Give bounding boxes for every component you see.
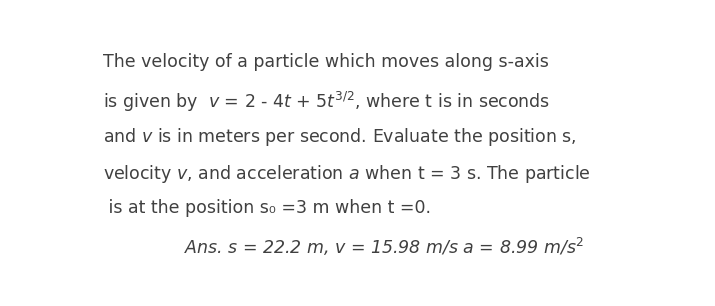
Text: The velocity of a particle which moves along s-axis: The velocity of a particle which moves a…	[103, 53, 549, 71]
Text: is at the position s₀ =3 m when t =0.: is at the position s₀ =3 m when t =0.	[103, 199, 431, 217]
Text: is given by  $v$ = 2 - 4$t$ + 5$t^{3/2}$, where t is in seconds: is given by $v$ = 2 - 4$t$ + 5$t^{3/2}$,…	[103, 90, 551, 114]
Text: velocity $v$, and acceleration $a$ when t = 3 s. The particle: velocity $v$, and acceleration $a$ when …	[103, 163, 591, 185]
Text: and $v$ is in meters per second. Evaluate the position s,: and $v$ is in meters per second. Evaluat…	[103, 126, 577, 148]
Text: $Ans$. $s$ = 22.2 m, $v$ = 15.98 m/s $a$ = 8.99 m/s$^2$: $Ans$. $s$ = 22.2 m, $v$ = 15.98 m/s $a$…	[184, 236, 583, 258]
